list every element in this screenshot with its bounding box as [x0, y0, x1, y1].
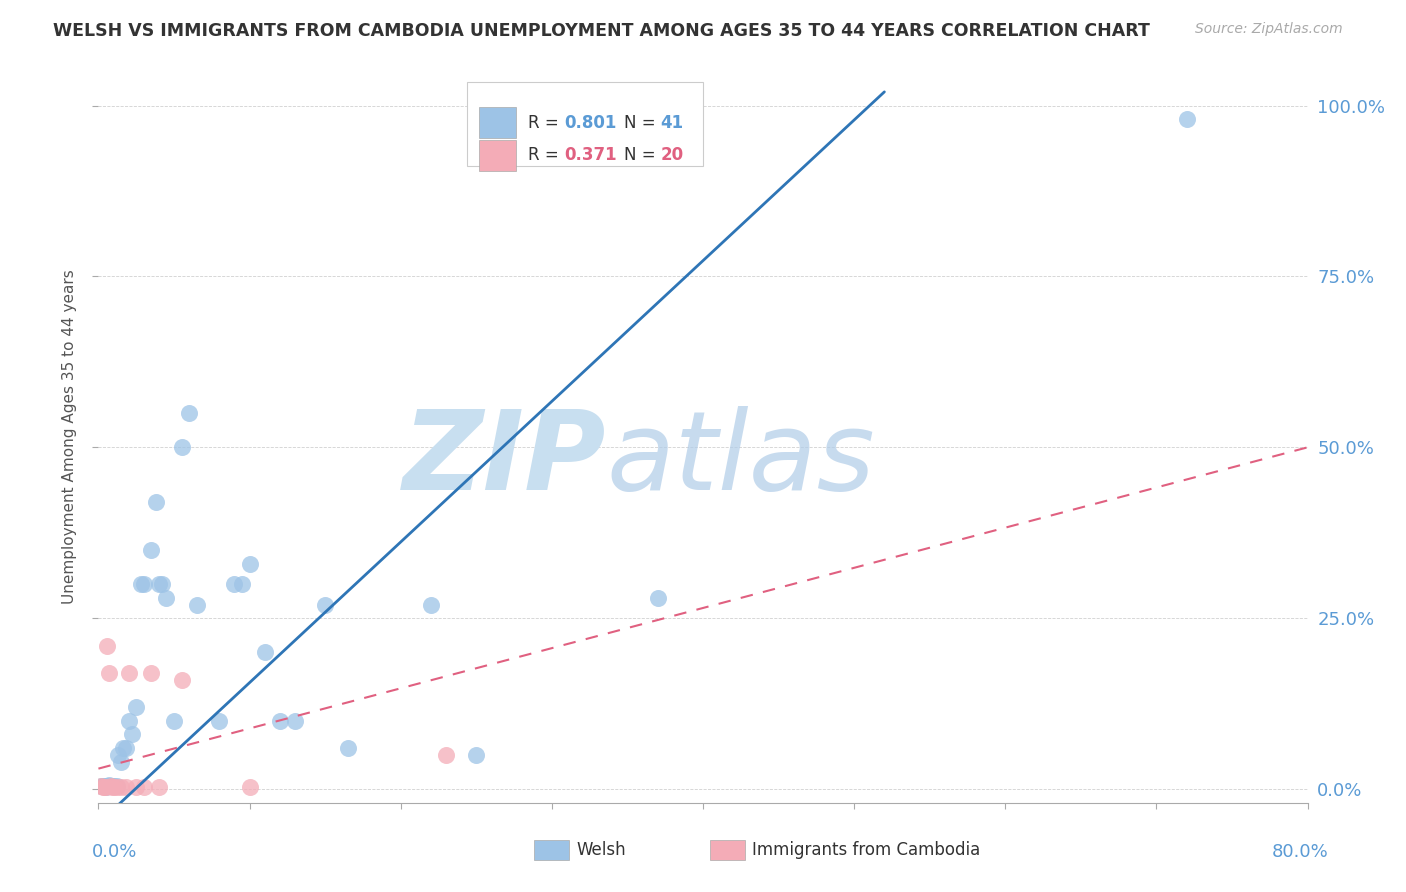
Text: atlas: atlas	[606, 406, 875, 513]
Point	[647, 591, 669, 605]
Point	[253, 645, 276, 659]
Point	[100, 779, 122, 793]
Point	[94, 780, 117, 794]
Point	[100, 780, 122, 794]
Point	[231, 577, 253, 591]
Text: 0.0%: 0.0%	[91, 843, 136, 861]
Point	[269, 714, 291, 728]
Point	[148, 577, 170, 591]
Text: Welsh: Welsh	[576, 841, 626, 859]
Point	[121, 727, 143, 741]
Point	[132, 780, 155, 794]
Point	[465, 747, 488, 762]
Point	[125, 700, 148, 714]
Point	[96, 779, 118, 793]
Point	[91, 779, 114, 793]
Point	[239, 557, 262, 571]
Point	[125, 780, 148, 794]
Point	[155, 591, 177, 605]
Point	[129, 577, 152, 591]
FancyBboxPatch shape	[479, 140, 516, 171]
Point	[91, 780, 114, 794]
Point	[239, 780, 262, 794]
Point	[103, 780, 125, 794]
Point	[434, 747, 457, 762]
Text: 0.371: 0.371	[564, 146, 617, 164]
Point	[141, 665, 163, 680]
Point	[93, 780, 115, 794]
Point	[314, 598, 336, 612]
Text: 41: 41	[661, 113, 683, 131]
Point	[224, 577, 246, 591]
Point	[101, 780, 124, 794]
Point	[110, 755, 132, 769]
Point	[420, 598, 443, 612]
Text: 20: 20	[661, 146, 683, 164]
Point	[208, 714, 231, 728]
Point	[145, 495, 167, 509]
FancyBboxPatch shape	[467, 82, 703, 167]
Point	[103, 780, 125, 794]
Point	[101, 780, 124, 794]
Point	[98, 665, 121, 680]
Point	[90, 779, 112, 793]
Point	[114, 780, 136, 794]
Point	[98, 778, 121, 792]
Point	[93, 780, 115, 794]
Point	[114, 741, 136, 756]
Point	[110, 780, 132, 794]
Point	[132, 577, 155, 591]
Text: N =: N =	[624, 146, 661, 164]
Point	[90, 780, 112, 794]
Point	[284, 714, 307, 728]
Point	[141, 542, 163, 557]
Point	[118, 665, 141, 680]
Point	[170, 440, 193, 454]
Point	[179, 406, 201, 420]
Text: N =: N =	[624, 113, 661, 131]
Point	[111, 741, 134, 756]
Point	[118, 714, 141, 728]
Point	[148, 780, 170, 794]
Text: WELSH VS IMMIGRANTS FROM CAMBODIA UNEMPLOYMENT AMONG AGES 35 TO 44 YEARS CORRELA: WELSH VS IMMIGRANTS FROM CAMBODIA UNEMPL…	[53, 22, 1150, 40]
Point	[105, 780, 128, 794]
Point	[94, 780, 117, 794]
Text: Source: ZipAtlas.com: Source: ZipAtlas.com	[1195, 22, 1343, 37]
Point	[105, 779, 128, 793]
Text: Immigrants from Cambodia: Immigrants from Cambodia	[752, 841, 980, 859]
Point	[163, 714, 186, 728]
Text: 0.801: 0.801	[564, 113, 616, 131]
Y-axis label: Unemployment Among Ages 35 to 44 years: Unemployment Among Ages 35 to 44 years	[62, 269, 77, 605]
Point	[170, 673, 193, 687]
FancyBboxPatch shape	[479, 107, 516, 138]
Point	[150, 577, 173, 591]
Text: R =: R =	[527, 146, 564, 164]
Text: 80.0%: 80.0%	[1272, 843, 1329, 861]
Point	[107, 747, 129, 762]
Point	[1175, 112, 1198, 127]
Point	[186, 598, 208, 612]
Text: ZIP: ZIP	[402, 406, 606, 513]
Point	[336, 741, 359, 756]
Point	[96, 639, 118, 653]
Text: R =: R =	[527, 113, 564, 131]
